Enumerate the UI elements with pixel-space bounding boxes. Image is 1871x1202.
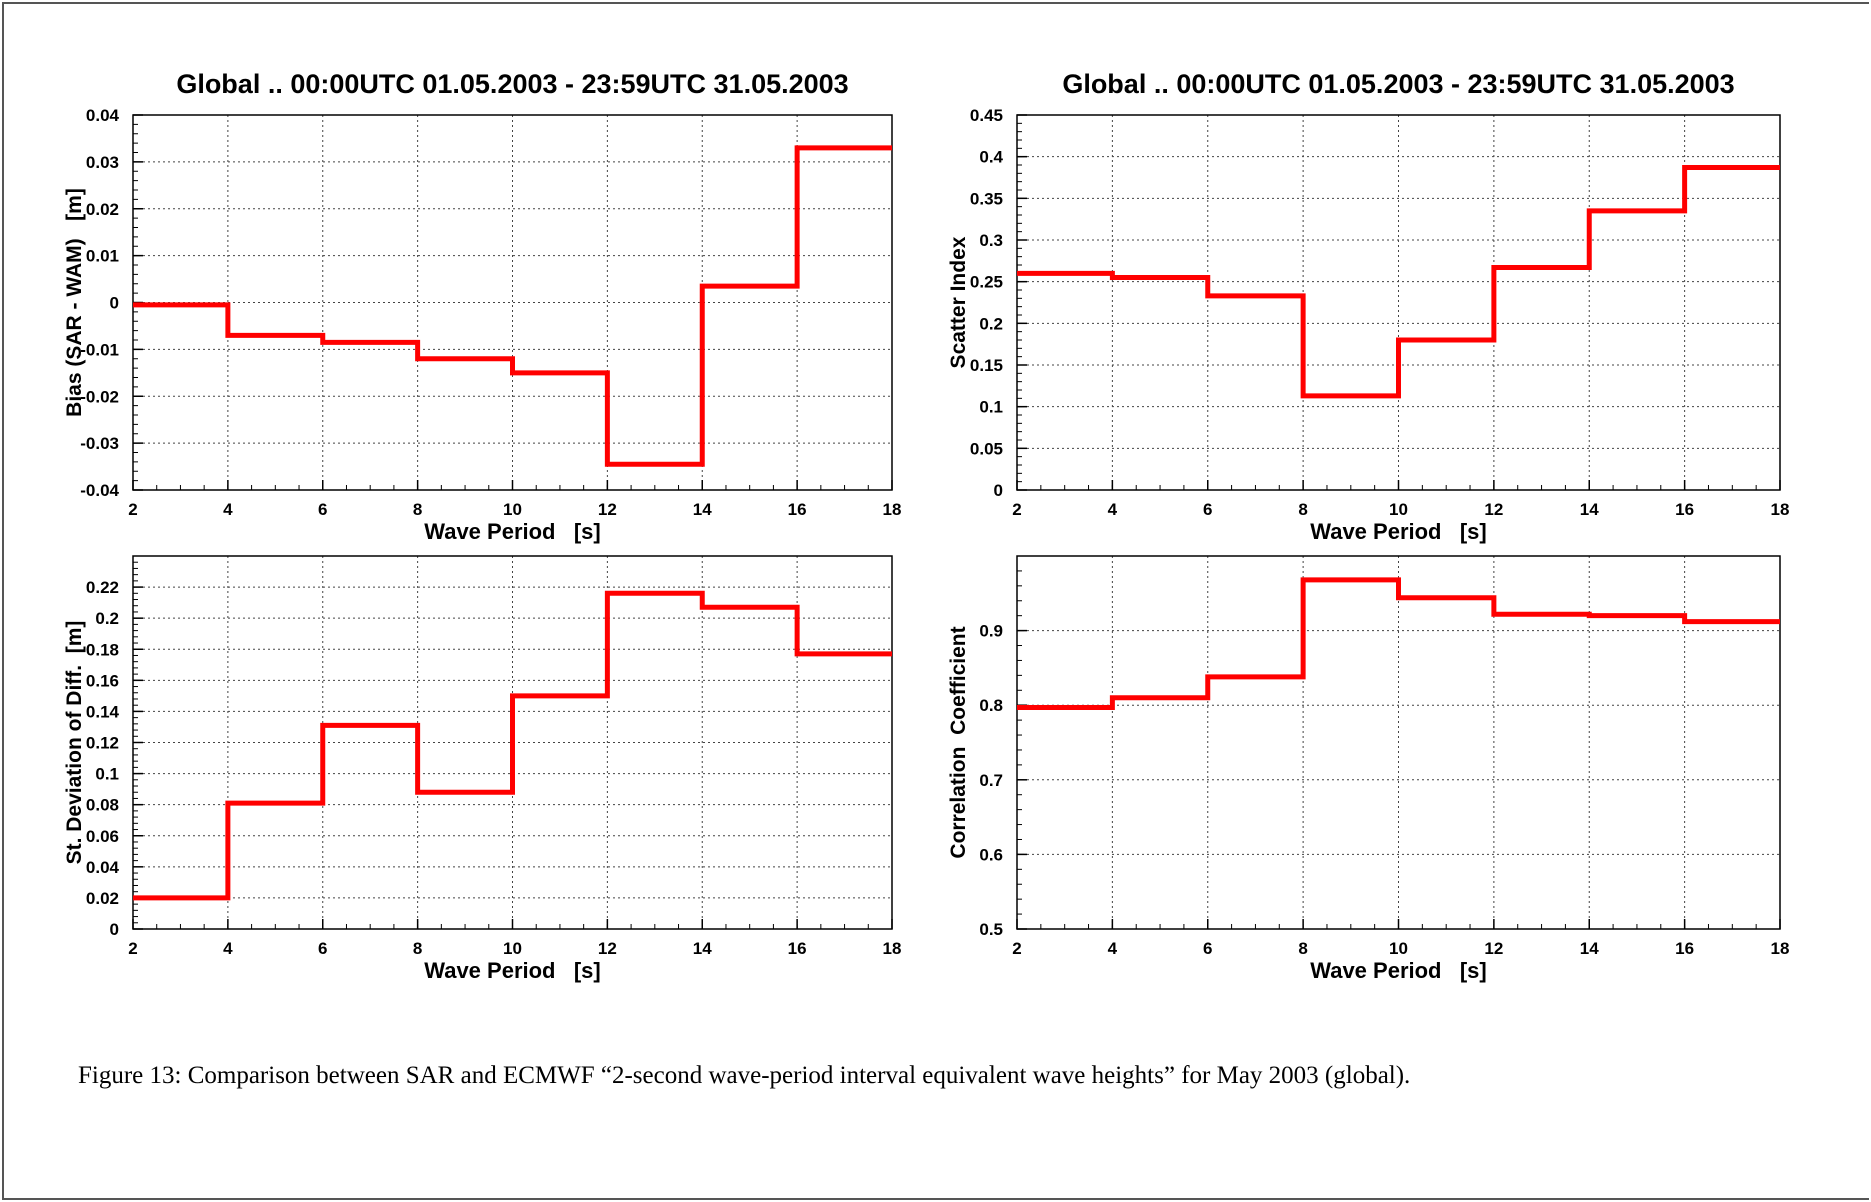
x-tick-label: 16	[1675, 939, 1694, 958]
y-tick-label: 0.06	[86, 827, 119, 846]
step-series-line	[1017, 165, 1780, 399]
y-tick-label: 0.12	[86, 734, 119, 753]
y-tick-label: 0	[994, 481, 1003, 500]
x-tick-label: 14	[693, 939, 712, 958]
x-axis-label: Wave Period [s]	[424, 958, 600, 983]
x-tick-label: 6	[1203, 939, 1212, 958]
x-tick-label: 16	[788, 939, 807, 958]
x-tick-label: 14	[693, 500, 712, 519]
y-tick-label: 0	[110, 294, 119, 313]
y-tick-label: 0.16	[86, 671, 119, 690]
y-tick-label: 0.3	[979, 231, 1003, 250]
x-tick-label: 14	[1580, 939, 1599, 958]
x-tick-label: 2	[1012, 500, 1021, 519]
y-axis-label: Scatter Index	[947, 236, 970, 368]
y-tick-label: 0.04	[86, 106, 120, 125]
chart-panel-4: 0.5 0.6 0.7 0.8 0.9 2 4 6 8 10 12 14 16 18 Wave Period…	[947, 555, 1790, 983]
x-tick-label: 12	[1484, 500, 1503, 519]
x-axis-label: Wave Period [s]	[424, 519, 600, 544]
y-tick-label: 0.08	[86, 796, 119, 815]
y-tick-label: 0.02	[86, 889, 119, 908]
y-tick-label: 0.04	[86, 858, 120, 877]
step-series-line	[1017, 577, 1780, 710]
y-tick-label: 0.2	[979, 314, 1003, 333]
chart-panel-2: 0 0.05 0.1 0.15 0.2 0.25 0.3 0.35 0.4 0.45 2 4 6 8 10 1…	[947, 69, 1789, 544]
x-tick-label: 10	[1389, 939, 1408, 958]
x-tick-label: 8	[413, 939, 422, 958]
y-tick-label: 0	[110, 920, 119, 939]
x-tick-label: 18	[883, 939, 902, 958]
x-tick-label: 8	[413, 500, 422, 519]
chart-title: Global .. 00:00UTC 01.05.2003 - 23:59UTC…	[1062, 69, 1734, 99]
x-axis-label: Wave Period [s]	[1310, 519, 1486, 544]
y-tick-label: 0.01	[86, 247, 119, 266]
y-tick-label: 0.03	[86, 153, 119, 172]
y-tick-label: -0.04	[80, 481, 119, 500]
chart-panel-3: 0 0.02 0.04 0.06 0.08 0.1 0.12 0.14 0.16 0.18 0.2 0…	[63, 555, 902, 983]
y-tick-label: 0.7	[979, 771, 1003, 790]
x-tick-label: 12	[598, 500, 617, 519]
y-tick-label: 0.02	[86, 200, 119, 219]
x-tick-label: 12	[598, 939, 617, 958]
x-tick-label: 12	[1484, 939, 1503, 958]
chart-title: Global .. 00:00UTC 01.05.2003 - 23:59UTC…	[176, 69, 848, 99]
y-tick-label: -0.01	[80, 340, 119, 359]
y-axis-label: Bias (SAR - WAM) [m]	[63, 188, 86, 417]
y-tick-label: 0.14	[86, 702, 120, 721]
x-tick-label: 6	[1203, 500, 1212, 519]
y-tick-label: 0.45	[970, 106, 1003, 125]
y-tick-label: 0.15	[970, 356, 1003, 375]
x-axis-label: Wave Period [s]	[1310, 958, 1486, 983]
chart-grid: -0.04 -0.03 -0.02 -0.01 0 0.01 0.02 0.03 0.04 2 4 6…	[63, 69, 1790, 983]
x-tick-label: 2	[1012, 939, 1021, 958]
x-tick-label: 6	[318, 500, 327, 519]
y-tick-label: -0.02	[80, 387, 119, 406]
chart-panel-1: -0.04 -0.03 -0.02 -0.01 0 0.01 0.02 0.03 0.04 2 4 6…	[63, 69, 901, 544]
x-tick-label: 8	[1298, 500, 1307, 519]
x-tick-label: 10	[503, 939, 522, 958]
x-tick-label: 14	[1580, 500, 1599, 519]
x-tick-label: 4	[1108, 500, 1118, 519]
x-tick-label: 4	[1108, 939, 1118, 958]
y-tick-label: 0.4	[979, 148, 1003, 167]
x-tick-label: 16	[1675, 500, 1694, 519]
x-tick-label: 18	[1771, 939, 1790, 958]
x-tick-label: 4	[223, 500, 233, 519]
y-tick-label: 0.35	[970, 189, 1003, 208]
x-tick-label: 10	[1389, 500, 1408, 519]
x-tick-label: 10	[503, 500, 522, 519]
y-tick-label: 0.9	[979, 622, 1003, 641]
x-tick-label: 18	[883, 500, 902, 519]
x-tick-label: 8	[1298, 939, 1307, 958]
y-tick-label: -0.03	[80, 434, 119, 453]
x-tick-label: 18	[1771, 500, 1790, 519]
y-tick-label: 0.25	[970, 273, 1003, 292]
y-tick-label: 0.1	[95, 765, 119, 784]
step-series-line	[133, 145, 892, 467]
figure-caption: Figure 13: Comparison between SAR and EC…	[78, 1062, 1411, 1089]
y-axis-label: Correlation Coefficient	[947, 626, 970, 858]
step-series-line	[133, 590, 892, 901]
y-tick-label: 0.6	[979, 845, 1003, 864]
y-tick-label: 0.05	[970, 439, 1003, 458]
x-tick-label: 2	[128, 500, 137, 519]
y-tick-label: 0.18	[86, 640, 119, 659]
y-tick-label: 0.5	[979, 920, 1003, 939]
x-tick-label: 6	[318, 939, 327, 958]
x-tick-label: 2	[128, 939, 137, 958]
y-axis-label: St. Deviation of Diff. [m]	[63, 621, 86, 865]
y-tick-label: 0.1	[979, 398, 1003, 417]
x-tick-label: 16	[788, 500, 807, 519]
y-tick-label: 0.2	[95, 609, 119, 628]
x-tick-label: 4	[223, 939, 233, 958]
y-tick-label: 0.22	[86, 578, 119, 597]
y-tick-label: 0.8	[979, 696, 1003, 715]
